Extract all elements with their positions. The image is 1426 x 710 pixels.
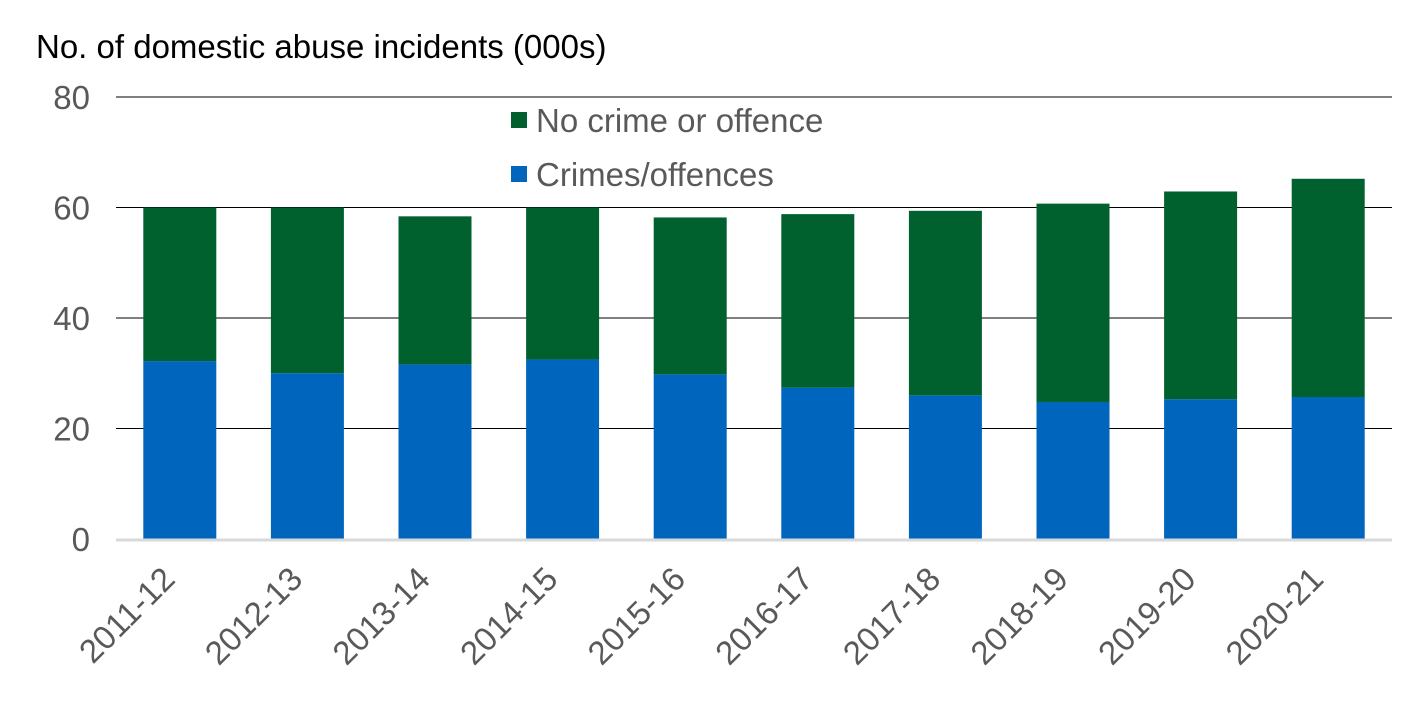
x-tick-label: 2019-20 [1091, 560, 1203, 672]
x-tick-label: 2013-14 [325, 560, 437, 672]
bar-segment-no-crime-or-offence [526, 207, 600, 360]
y-tick-label: 0 [72, 521, 90, 558]
bar-segment-no-crime-or-offence [908, 210, 982, 396]
bar-segment-crimes-offences [653, 374, 727, 539]
bar-segment-crimes-offences [1036, 401, 1110, 539]
y-tick-label: 20 [53, 411, 90, 448]
x-tick-label: 2018-19 [963, 560, 1075, 672]
bar-segment-no-crime-or-offence [781, 214, 855, 388]
bar-segment-no-crime-or-offence [1291, 178, 1365, 398]
bar-segment-no-crime-or-offence [270, 207, 344, 374]
y-tick-label: 40 [53, 300, 90, 337]
legend: No crime or offence Crimes/offences [511, 102, 823, 193]
x-tick-label: 2015-16 [580, 560, 692, 672]
legend-swatch [511, 112, 527, 128]
bar-segment-no-crime-or-offence [1164, 191, 1238, 400]
legend-swatch [511, 166, 527, 182]
y-tick-label: 60 [53, 190, 90, 227]
bar-segment-crimes-offences [1291, 397, 1365, 539]
y-axis-title: No. of domestic abuse incidents (000s) [36, 28, 606, 65]
bar-segment-no-crime-or-offence [653, 217, 727, 375]
bar-segment-crimes-offences [1164, 399, 1238, 539]
x-tick-label: 2016-17 [708, 560, 820, 672]
x-tick-label: 2011-12 [72, 560, 182, 670]
bar-segment-crimes-offences [143, 361, 217, 539]
bar-segment-no-crime-or-offence [1036, 203, 1110, 402]
bar-segment-crimes-offences [270, 373, 344, 539]
x-tick-label: 2020-21 [1218, 560, 1330, 672]
legend-label: No crime or offence [536, 102, 823, 139]
bar-segment-crimes-offences [526, 359, 600, 539]
x-tick-label: 2017-18 [836, 560, 948, 672]
bars [143, 178, 1365, 539]
bar-segment-no-crime-or-offence [398, 216, 472, 365]
x-tick-label: 2014-15 [453, 560, 565, 672]
bar-segment-no-crime-or-offence [143, 207, 217, 362]
y-tick-label: 80 [53, 79, 90, 116]
bar-segment-crimes-offences [908, 395, 982, 539]
bar-segment-crimes-offences [398, 364, 472, 539]
legend-label: Crimes/offences [536, 156, 774, 193]
bar-segment-crimes-offences [781, 387, 855, 539]
x-tick-label: 2012-13 [198, 560, 310, 672]
